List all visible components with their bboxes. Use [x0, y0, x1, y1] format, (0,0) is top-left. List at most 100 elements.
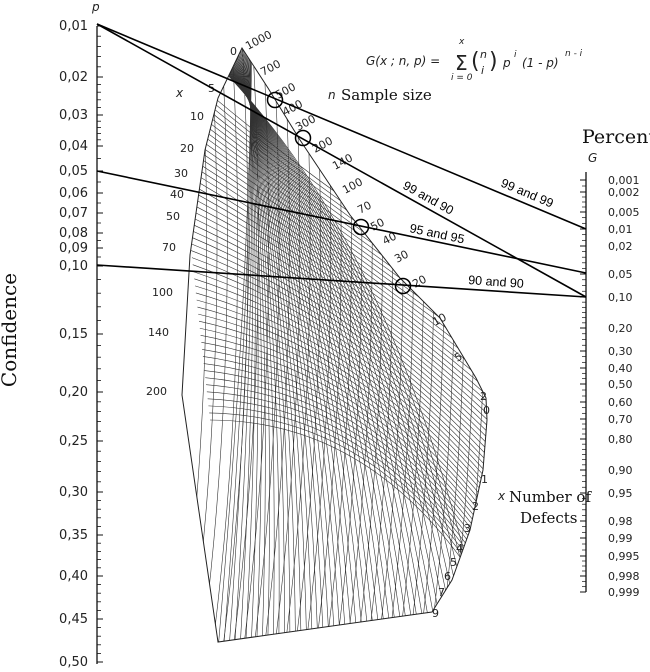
- svg-text:i: i: [514, 50, 517, 60]
- svg-text:Defects: Defects: [520, 509, 577, 527]
- grid-curve-x: [199, 327, 487, 539]
- grid-curve-x: [186, 207, 487, 432]
- grid-curve-x: [192, 264, 487, 483]
- x-label-bottom: 6: [444, 570, 451, 583]
- svg-text:x: x: [458, 37, 465, 47]
- intersection-circle: [266, 91, 284, 109]
- right-tick-label: 0,02: [608, 240, 633, 253]
- grid-curve-arc: [459, 48, 487, 642]
- n-label: 20: [410, 273, 428, 291]
- right-tick-label: 0,40: [608, 362, 633, 375]
- left-tick-label: 0,15: [59, 327, 88, 342]
- line-90-and-90: [96, 264, 587, 298]
- left-tick-label: 0,09: [59, 241, 88, 256]
- grid-curve-arc: [376, 48, 404, 642]
- grid-curve-x: [201, 342, 487, 552]
- n-label: 1000: [243, 28, 274, 53]
- svg-text:p: p: [502, 56, 511, 70]
- n-label: 40: [380, 230, 398, 248]
- right-tick-label: 0,20: [608, 322, 633, 335]
- grid-curve-x: [194, 278, 487, 495]
- grid-curve-x: [182, 172, 487, 401]
- grid-curve-arc: [355, 48, 383, 642]
- left-tick-label: 0,01: [59, 19, 88, 34]
- right-tick-label: 0,999: [608, 586, 640, 599]
- grid-curve-x: [197, 306, 487, 520]
- grid-curve-x: [191, 257, 487, 476]
- left-axis-title: Confidence: [0, 273, 21, 387]
- grid-curve-arc: [210, 48, 238, 642]
- x-label-bottom: 1: [481, 473, 488, 486]
- right-tick-label: 0,98: [608, 515, 633, 528]
- x-label: 200: [146, 385, 167, 398]
- grid-curve-n: [191, 48, 479, 611]
- left-tick-label: 0,07: [59, 206, 88, 221]
- right-tick-label: 0,10: [608, 291, 633, 304]
- left-tick-label: 0,40: [59, 569, 88, 584]
- grid-curve-x: [183, 186, 487, 414]
- svg-text:x: x: [497, 489, 506, 503]
- grid-curve-arc: [200, 48, 228, 642]
- intersection-circle: [394, 277, 412, 295]
- svg-text:(: (: [471, 49, 480, 74]
- x-label: 70: [162, 241, 176, 254]
- x-label: 10: [190, 110, 204, 123]
- grid-curve-x: [190, 243, 487, 464]
- grid-curve-x: [193, 271, 487, 489]
- right-tick-label: 0,002: [608, 186, 640, 199]
- grid-curve-x: [188, 229, 487, 451]
- svg-text:n - i: n - i: [565, 49, 583, 59]
- line-label-99-and-99: 99 and 99: [499, 176, 556, 211]
- sample-size-label: n Sample size: [328, 86, 432, 104]
- left-axis-symbol: p: [91, 0, 100, 14]
- right-tick-label: 0,001: [608, 174, 640, 187]
- svg-text:i = 0: i = 0: [451, 73, 473, 83]
- line-labels: 99 and 99 99 and 90 95 and 95 90 and 90: [401, 176, 556, 291]
- grid-curve-x: [187, 215, 487, 439]
- svg-text:G(x ; n, p) =: G(x ; n, p) =: [366, 54, 440, 68]
- right-tick-label: 0,30: [608, 345, 633, 358]
- left-tick-label: 0,05: [59, 164, 88, 179]
- right-tick-label: 0,70: [608, 413, 633, 426]
- svg-text:Sample size: Sample size: [341, 86, 432, 104]
- reading-lines: [96, 23, 587, 298]
- left-tick-label: 0,35: [59, 528, 88, 543]
- left-tick-label: 0,25: [59, 434, 88, 449]
- grid-curve-x: [202, 356, 487, 564]
- n-label: 70: [355, 199, 373, 217]
- right-tick-label: 0,50: [608, 378, 633, 391]
- line-95-and-95: [96, 170, 587, 274]
- left-axis: p 0,01 0,02 0,03 0,04 0,05 0,06 0,07 0,080,09 0,…: [0, 0, 103, 670]
- x-label-bottom: 4: [456, 542, 463, 555]
- x-label-bottom: 0: [483, 404, 490, 417]
- n-label: 2: [480, 390, 487, 403]
- grid-curve-n: [234, 48, 252, 642]
- n-label: 500: [273, 80, 298, 101]
- x-label-bottom: 2: [472, 500, 479, 513]
- right-axis-symbol: G: [588, 151, 597, 165]
- svg-text:i: i: [481, 64, 484, 77]
- svg-text:Number of: Number of: [509, 488, 592, 506]
- formula: G(x ; n, p) = x Σ i = 0 ( n i ) p i (1 -…: [366, 37, 583, 83]
- grid-curve-x: [195, 285, 487, 501]
- x-label: 20: [180, 142, 194, 155]
- intersection-circle: [294, 129, 312, 147]
- grid-curve-arc: [386, 48, 414, 642]
- svg-text:(1 - p): (1 - p): [522, 56, 559, 70]
- grid-curve-arc: [190, 48, 218, 642]
- reading-circles: [266, 91, 412, 295]
- x-label-bottom: 3: [464, 522, 471, 535]
- left-tick-label: 0,08: [59, 226, 88, 241]
- line-99-and-90: [96, 23, 587, 298]
- grid-curve-x: [198, 320, 487, 533]
- grid-curve-arc: [469, 48, 487, 642]
- intersection-circle: [352, 218, 370, 236]
- grid-curve-x: [191, 250, 487, 470]
- grid-curve-x: [185, 200, 487, 426]
- right-tick-label: 0,995: [608, 550, 640, 563]
- grid-curve-arc: [221, 48, 249, 642]
- grid-curve-x: [187, 222, 487, 445]
- left-tick-label: 0,20: [59, 385, 88, 400]
- right-tick-label: 0,95: [608, 487, 633, 500]
